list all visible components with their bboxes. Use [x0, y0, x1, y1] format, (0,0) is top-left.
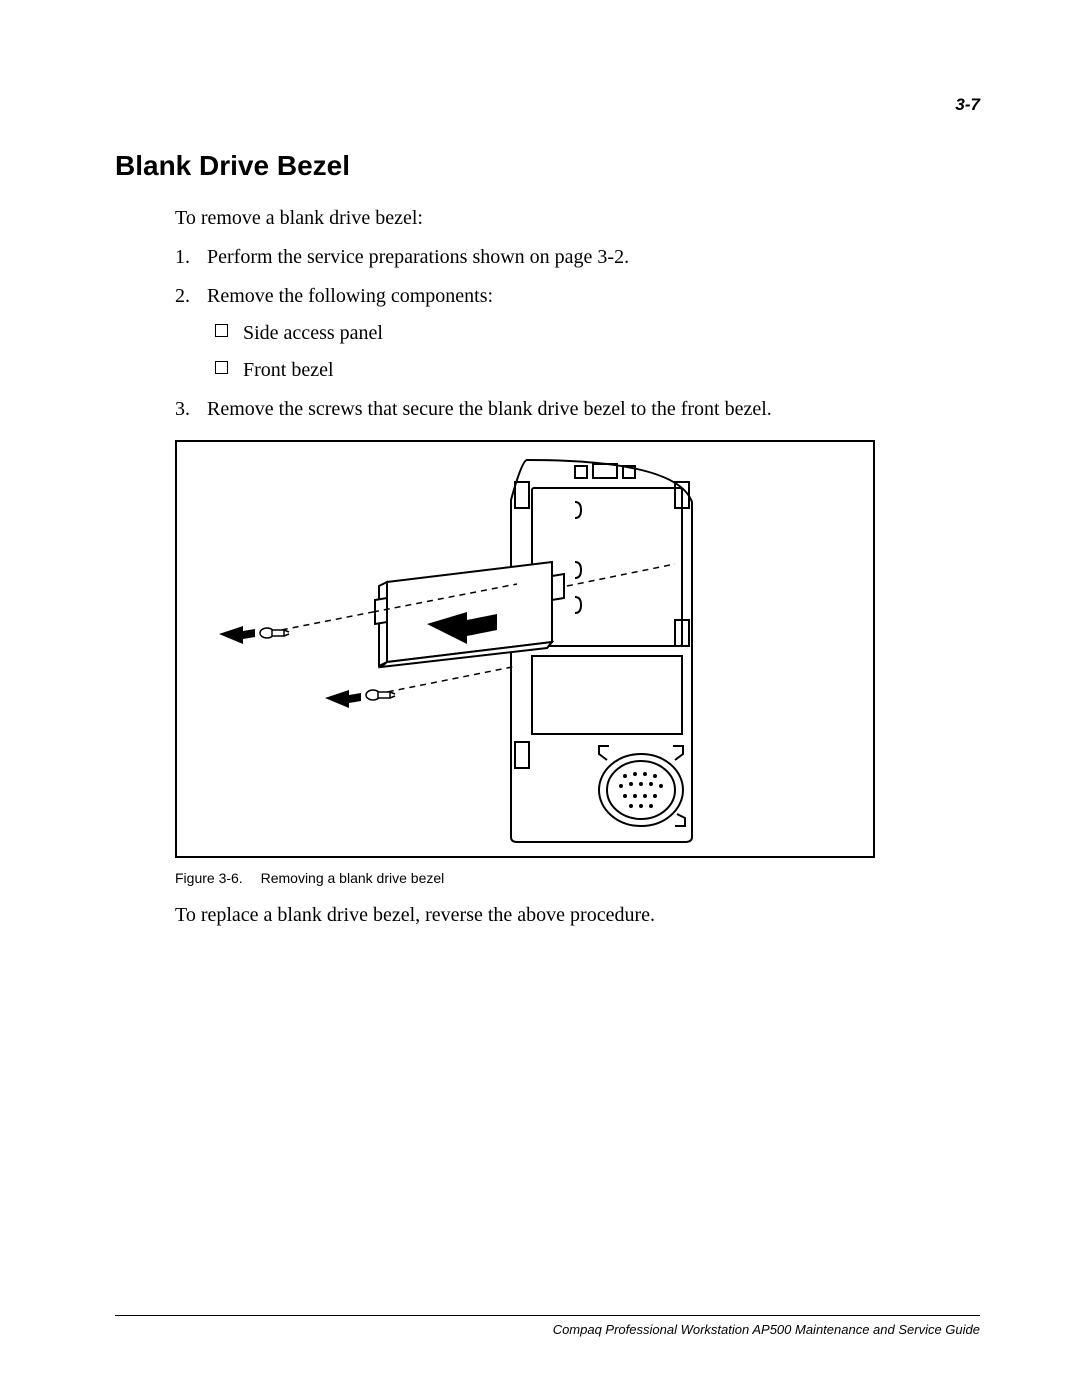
step-1: Perform the service preparations shown o… [175, 243, 980, 272]
figure-illustration [175, 440, 875, 858]
step-2-sub-b: Front bezel [207, 356, 980, 385]
step-2-text: Remove the following components: [207, 285, 493, 307]
figure-caption: Figure 3-6. Removing a blank drive bezel [175, 870, 980, 886]
step-2-sub-b-text: Front bezel [243, 359, 334, 381]
figure-caption-text: Removing a blank drive bezel [261, 870, 445, 886]
step-2: Remove the following components: Side ac… [175, 282, 980, 385]
step-1-text: Perform the service preparations shown o… [207, 246, 629, 268]
step-3: Remove the screws that secure the blank … [175, 395, 980, 424]
page-footer: Compaq Professional Workstation AP500 Ma… [115, 1315, 980, 1337]
closing-text: To replace a blank drive bezel, reverse … [175, 904, 980, 927]
bezel-diagram-svg [177, 442, 875, 858]
footer-text: Compaq Professional Workstation AP500 Ma… [115, 1322, 980, 1337]
page-container: 3-7 Blank Drive Bezel To remove a blank … [0, 0, 1080, 1397]
step-2-sub-a: Side access panel [207, 319, 980, 348]
step-list: Perform the service preparations shown o… [175, 243, 980, 424]
section-heading: Blank Drive Bezel [115, 150, 980, 182]
step-2-sub-a-text: Side access panel [243, 322, 383, 344]
content-block: To remove a blank drive bezel: Perform t… [175, 204, 980, 424]
figure-label: Figure 3-6. [175, 870, 243, 886]
page-number: 3-7 [955, 95, 980, 115]
step-3-text: Remove the screws that secure the blank … [207, 398, 772, 420]
step-2-sublist: Side access panel Front bezel [207, 319, 980, 385]
footer-rule [115, 1315, 980, 1316]
intro-text: To remove a blank drive bezel: [175, 204, 980, 233]
